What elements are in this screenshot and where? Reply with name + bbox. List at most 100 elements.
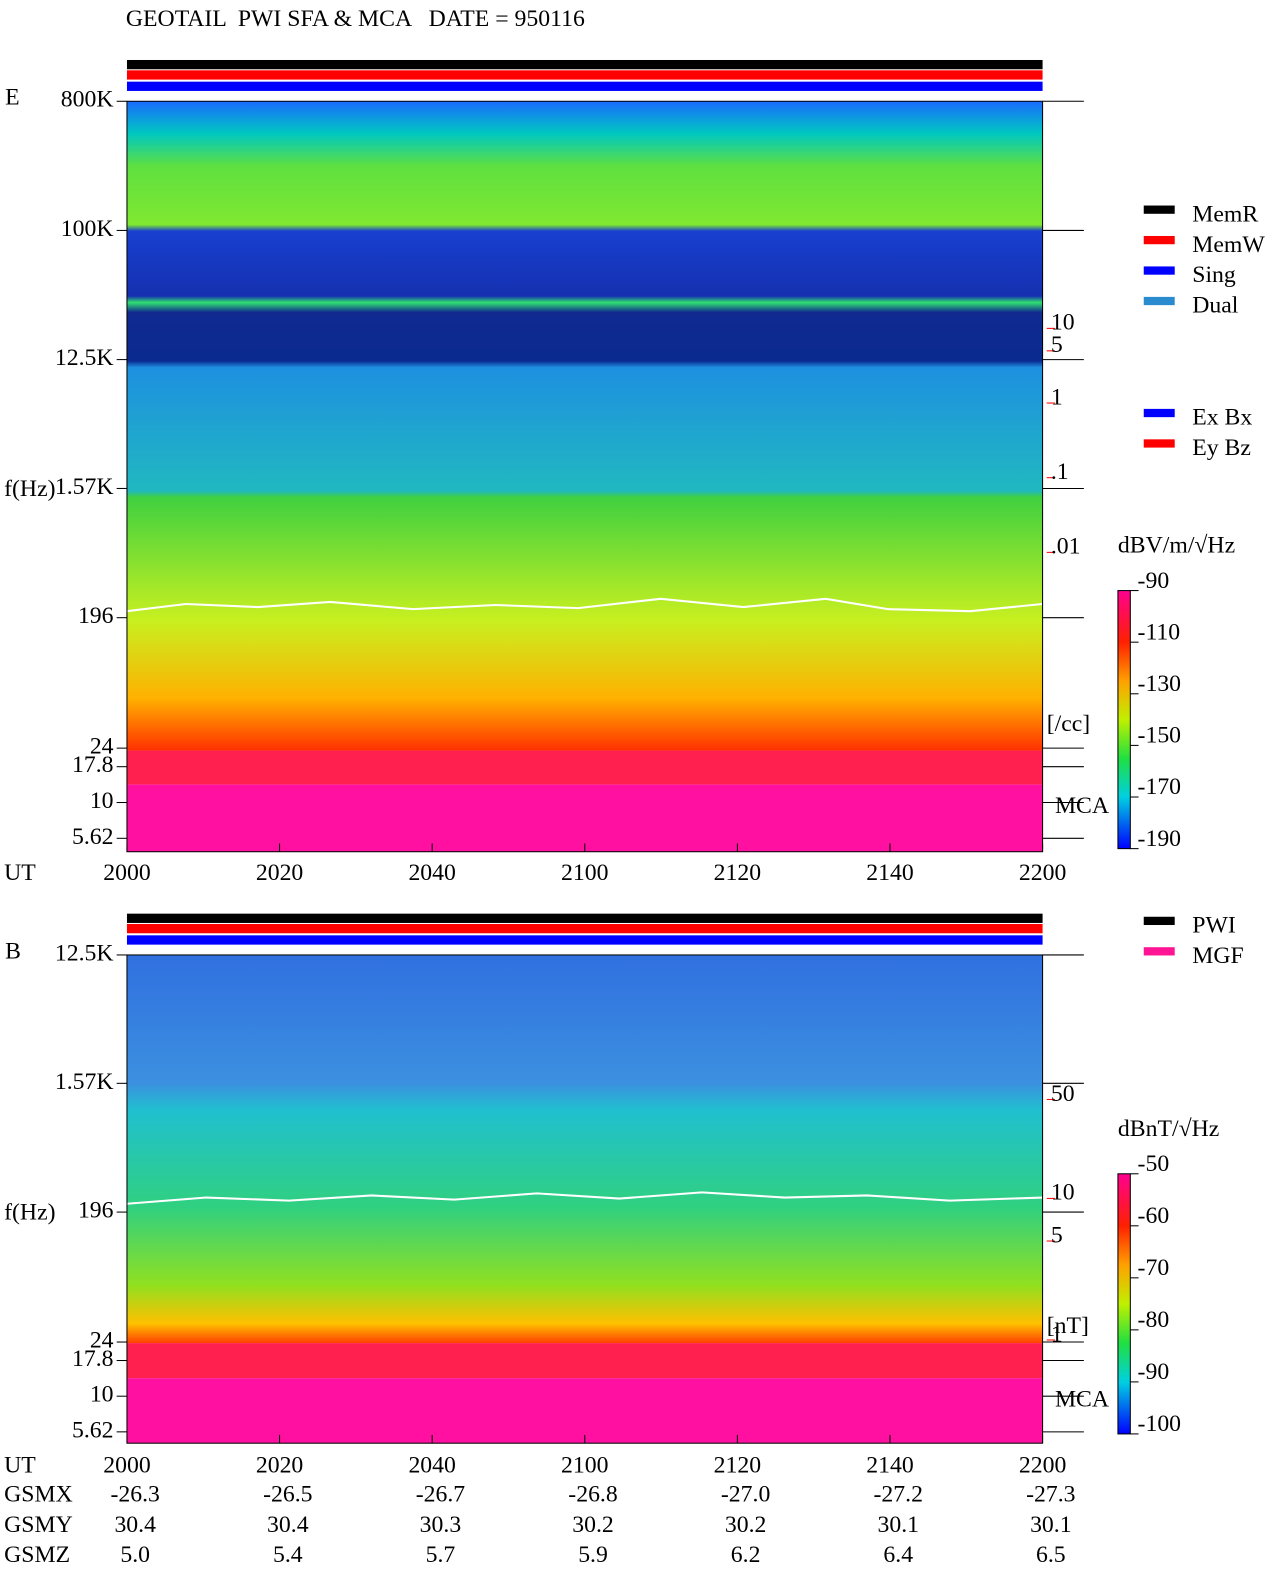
x-tick-label: 2100 xyxy=(561,1452,608,1478)
orbit-value: -26.5 xyxy=(263,1481,312,1507)
colorbar-tick-label: -50 xyxy=(1138,1151,1170,1177)
y2-tick-label: 5 xyxy=(1051,1222,1063,1248)
orbit-row-name: GSMX xyxy=(4,1481,73,1507)
y2-axis-label: [/cc] xyxy=(1047,711,1090,737)
colorbar-tick-label: -90 xyxy=(1138,1359,1170,1385)
cyclotron-line xyxy=(126,1191,1043,1205)
colorbar-tick-label: -110 xyxy=(1138,619,1181,645)
colorbar-tick-label: -80 xyxy=(1138,1307,1170,1333)
y-axis-label: f(Hz) xyxy=(4,1200,55,1226)
title: GEOTAIL PWI SFA & MCA DATE = 950116 xyxy=(126,6,585,32)
status-bar xyxy=(126,59,1043,70)
colorbar xyxy=(1117,1173,1131,1435)
mca-band xyxy=(126,784,1043,852)
colorbar-tick-label: -70 xyxy=(1138,1255,1170,1281)
spectrogram xyxy=(126,954,1043,1344)
orbit-value: -26.3 xyxy=(110,1481,159,1507)
colorbar xyxy=(1117,590,1131,850)
y2-tick-label: 10 xyxy=(1051,1180,1075,1206)
legend-label: Dual xyxy=(1192,293,1239,319)
legend-swatch xyxy=(1143,439,1175,448)
legend-label: Ex Bx xyxy=(1192,405,1252,431)
orbit-value: 30.1 xyxy=(1030,1512,1072,1538)
x-tick-label: 2120 xyxy=(714,860,761,886)
legend-swatch xyxy=(1143,205,1175,214)
legend-label: Sing xyxy=(1192,262,1236,288)
y-tick-label: 24 xyxy=(90,734,114,760)
x-tick-label: 2020 xyxy=(256,1452,303,1478)
orbit-row-name: GSMY xyxy=(4,1512,73,1538)
y-tick-label: 100K xyxy=(61,216,114,242)
x-tick-label: 2140 xyxy=(866,1452,913,1478)
y-axis-label: f(Hz) xyxy=(4,476,55,502)
y-tick-label: 800K xyxy=(61,87,114,113)
y-tick-label: 10 xyxy=(90,1382,114,1408)
colorbar-tick-label: -130 xyxy=(1138,671,1182,697)
legend-swatch xyxy=(1143,235,1175,245)
y2-tick-label: 50 xyxy=(1051,1081,1075,1107)
x-axis-label: UT xyxy=(4,860,36,886)
legend-swatch xyxy=(1143,296,1175,306)
status-bar xyxy=(126,935,1043,945)
x-tick-label: 2020 xyxy=(256,860,303,886)
colorbar-tick-label: -150 xyxy=(1138,723,1182,749)
orbit-value: 6.4 xyxy=(883,1542,913,1568)
legend-swatch xyxy=(1143,947,1175,956)
orbit-value: 6.2 xyxy=(731,1542,761,1568)
panel-label: B xyxy=(5,938,21,964)
colorbar-tick-label: -60 xyxy=(1138,1203,1170,1229)
colorbar-tick-label: -100 xyxy=(1138,1411,1182,1437)
y2-tick-label: .01 xyxy=(1051,534,1081,560)
orbit-value: -27.0 xyxy=(721,1481,770,1507)
colorbar-tick-label: -190 xyxy=(1138,826,1182,852)
y2-tick-label: 1 xyxy=(1051,1321,1063,1347)
orbit-value: 30.2 xyxy=(572,1512,614,1538)
x-tick-label: 2100 xyxy=(561,860,608,886)
x-tick-label: 2000 xyxy=(103,860,150,886)
mca-band xyxy=(126,1343,1043,1379)
orbit-value: 5.9 xyxy=(578,1542,608,1568)
y-tick-label: 17.8 xyxy=(72,1346,114,1372)
orbit-value: 5.7 xyxy=(426,1542,456,1568)
orbit-value: 5.0 xyxy=(120,1542,150,1568)
orbit-value: 5.4 xyxy=(273,1542,303,1568)
x-tick-label: 2200 xyxy=(1019,1452,1066,1478)
x-tick-label: 2140 xyxy=(866,860,913,886)
orbit-row-name: GSMZ xyxy=(4,1542,70,1568)
legend-label: MGF xyxy=(1192,943,1243,969)
y-tick-label: 12.5K xyxy=(55,940,114,966)
colorbar-tick-label: -170 xyxy=(1138,774,1182,800)
orbit-value: 30.1 xyxy=(877,1512,919,1538)
y-tick-label: 5.62 xyxy=(72,1417,114,1443)
orbit-value: -27.2 xyxy=(874,1481,923,1507)
legend-label: Ey Bz xyxy=(1192,435,1251,461)
x-tick-label: 2040 xyxy=(408,1452,455,1478)
legend-label: PWI xyxy=(1192,913,1236,939)
mca-band xyxy=(126,1378,1043,1444)
y-tick-label: 196 xyxy=(78,603,114,629)
orbit-value: -26.7 xyxy=(416,1481,466,1507)
colorbar-label: dBV/m/√Hz xyxy=(1118,533,1235,559)
x-tick-label: 2000 xyxy=(103,1452,150,1478)
y-tick-label: 1.57K xyxy=(55,1069,114,1095)
x-axis-label: UT xyxy=(4,1452,36,1478)
band-label: MCA xyxy=(1055,1386,1109,1412)
status-bar xyxy=(126,70,1043,80)
orbit-value: -27.3 xyxy=(1026,1481,1075,1507)
y2-tick-label: .1 xyxy=(1051,459,1069,485)
y2-tick-label: 5 xyxy=(1051,332,1063,358)
legend-swatch xyxy=(1143,408,1175,418)
spectrogram xyxy=(126,101,1043,751)
y-tick-label: 12.5K xyxy=(55,345,114,371)
legend-label: MemR xyxy=(1192,201,1258,227)
orbit-value: 30.3 xyxy=(420,1512,462,1538)
cyclotron-line xyxy=(126,597,1043,613)
y-tick-label: 17.8 xyxy=(72,752,114,778)
y2-axis-label: [nT] xyxy=(1047,1313,1089,1339)
x-tick-label: 2200 xyxy=(1019,860,1066,886)
orbit-value: 30.4 xyxy=(267,1512,309,1538)
status-bar xyxy=(126,913,1043,923)
orbit-value: -26.8 xyxy=(568,1481,617,1507)
y-tick-label: 10 xyxy=(90,788,114,814)
